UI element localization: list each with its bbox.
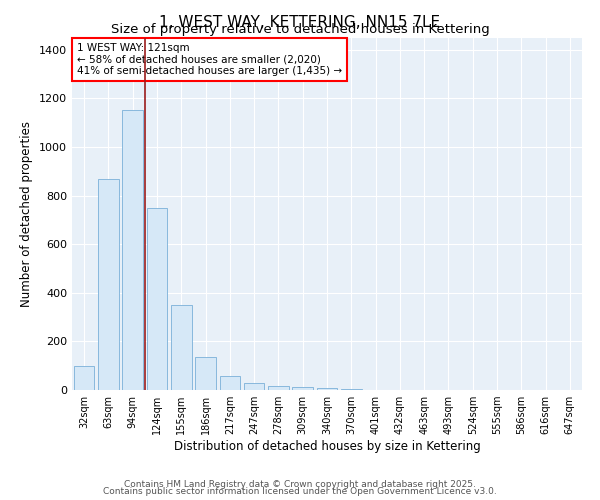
Bar (195, 357, 216, 390)
Text: Contains public sector information licensed under the Open Government Licence v3: Contains public sector information licen… (103, 487, 497, 496)
Bar (317, 388, 337, 390)
Bar (220, 376, 240, 390)
Bar (171, 305, 191, 390)
Y-axis label: Number of detached properties: Number of detached properties (20, 120, 34, 306)
Bar (244, 383, 265, 390)
Bar (98, 178, 119, 390)
Bar (292, 386, 313, 390)
X-axis label: Distribution of detached houses by size in Kettering: Distribution of detached houses by size … (173, 440, 481, 453)
Bar (268, 386, 289, 390)
Bar (122, 110, 143, 390)
Text: Contains HM Land Registry data © Crown copyright and database right 2025.: Contains HM Land Registry data © Crown c… (124, 480, 476, 489)
Bar (74, 366, 94, 390)
Text: 1 WEST WAY: 121sqm
← 58% of detached houses are smaller (2,020)
41% of semi-deta: 1 WEST WAY: 121sqm ← 58% of detached hou… (77, 43, 342, 76)
Text: Size of property relative to detached houses in Kettering: Size of property relative to detached ho… (110, 22, 490, 36)
Bar (146, 208, 167, 390)
Text: 1, WEST WAY, KETTERING, NN15 7LE: 1, WEST WAY, KETTERING, NN15 7LE (160, 15, 440, 30)
